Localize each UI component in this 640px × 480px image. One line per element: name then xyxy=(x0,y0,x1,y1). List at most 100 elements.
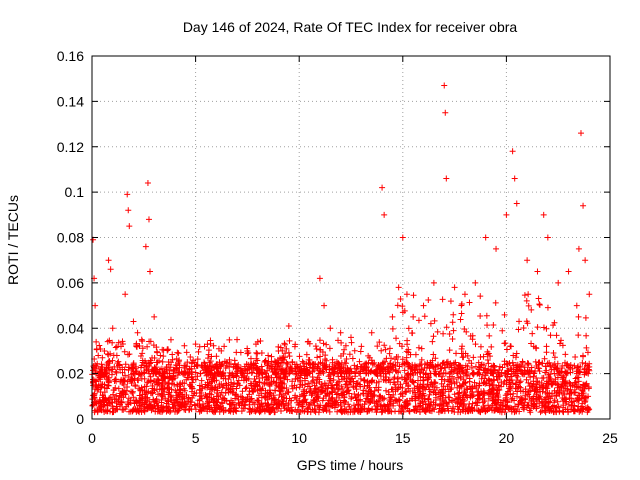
data-point xyxy=(492,407,499,414)
data-point xyxy=(355,370,362,377)
data-point xyxy=(401,404,408,411)
x-tick-label: 15 xyxy=(395,430,411,446)
data-point xyxy=(264,361,271,368)
data-point xyxy=(485,402,492,409)
data-point xyxy=(333,391,340,398)
data-point xyxy=(543,380,550,387)
data-point xyxy=(283,400,290,407)
data-point xyxy=(264,367,271,374)
data-point xyxy=(119,369,126,376)
data-point xyxy=(575,245,582,252)
data-point xyxy=(296,353,303,360)
data-point xyxy=(226,336,233,343)
data-point xyxy=(458,302,465,309)
data-point xyxy=(389,313,396,320)
data-point xyxy=(499,364,506,371)
data-point xyxy=(194,373,201,380)
data-point xyxy=(405,385,412,392)
data-point xyxy=(481,398,488,405)
data-point xyxy=(313,345,320,352)
data-point xyxy=(242,385,249,392)
data-point xyxy=(165,397,172,404)
data-point xyxy=(173,396,180,403)
data-point xyxy=(233,373,240,380)
data-point xyxy=(122,406,129,413)
data-point xyxy=(148,401,155,408)
data-point xyxy=(164,384,171,391)
data-point xyxy=(251,401,258,408)
data-point xyxy=(271,409,278,416)
data-point xyxy=(494,369,501,376)
data-point xyxy=(135,377,142,384)
data-point xyxy=(149,385,156,392)
data-point xyxy=(320,340,327,347)
data-point xyxy=(304,406,311,413)
data-point xyxy=(201,359,208,366)
data-point xyxy=(494,401,501,408)
data-point xyxy=(293,361,300,368)
data-point xyxy=(532,396,539,403)
data-point xyxy=(408,366,415,373)
data-point xyxy=(582,397,589,404)
data-point xyxy=(446,394,453,401)
data-point xyxy=(417,373,424,380)
data-point xyxy=(485,360,492,367)
data-point xyxy=(353,386,360,393)
data-point xyxy=(509,148,516,155)
data-point xyxy=(418,356,425,363)
data-point xyxy=(465,357,472,364)
data-point xyxy=(449,397,456,404)
data-point xyxy=(254,404,261,411)
data-point xyxy=(235,396,242,403)
data-point xyxy=(378,347,385,354)
data-point xyxy=(329,394,336,401)
data-point xyxy=(467,333,474,340)
data-point xyxy=(139,399,146,406)
data-point xyxy=(422,370,429,377)
data-point xyxy=(297,378,304,385)
data-point xyxy=(121,377,128,384)
data-point xyxy=(451,380,458,387)
data-point xyxy=(301,397,308,404)
data-point xyxy=(217,392,224,399)
chart-title: Day 146 of 2024, Rate Of TEC Index for r… xyxy=(183,19,518,35)
data-point xyxy=(464,394,471,401)
data-point xyxy=(271,366,278,373)
data-point xyxy=(369,406,376,413)
data-point xyxy=(286,353,293,360)
data-point xyxy=(416,394,423,401)
data-point xyxy=(174,381,181,388)
data-point xyxy=(381,395,388,402)
data-point xyxy=(109,399,116,406)
data-point xyxy=(317,353,324,360)
data-point xyxy=(403,354,410,361)
data-point xyxy=(527,380,534,387)
data-point xyxy=(508,396,515,403)
data-point xyxy=(192,406,199,413)
data-point xyxy=(401,367,408,374)
data-point xyxy=(571,402,578,409)
data-point xyxy=(126,223,133,230)
data-point xyxy=(353,365,360,372)
data-point xyxy=(407,351,414,358)
data-point xyxy=(536,394,543,401)
data-point xyxy=(170,399,177,406)
data-point xyxy=(430,399,437,406)
data-point xyxy=(577,384,584,391)
data-point xyxy=(246,391,253,398)
data-point xyxy=(414,377,421,384)
data-point xyxy=(330,400,337,407)
data-point xyxy=(418,345,425,352)
data-point xyxy=(139,387,146,394)
data-point xyxy=(453,350,460,357)
data-point xyxy=(134,329,141,336)
data-point xyxy=(133,398,140,405)
data-point xyxy=(301,392,308,399)
data-point xyxy=(252,378,259,385)
data-point xyxy=(525,370,532,377)
data-point xyxy=(213,399,220,406)
data-point xyxy=(334,408,341,415)
data-point xyxy=(222,365,229,372)
data-point xyxy=(551,370,558,377)
data-point xyxy=(111,387,118,394)
